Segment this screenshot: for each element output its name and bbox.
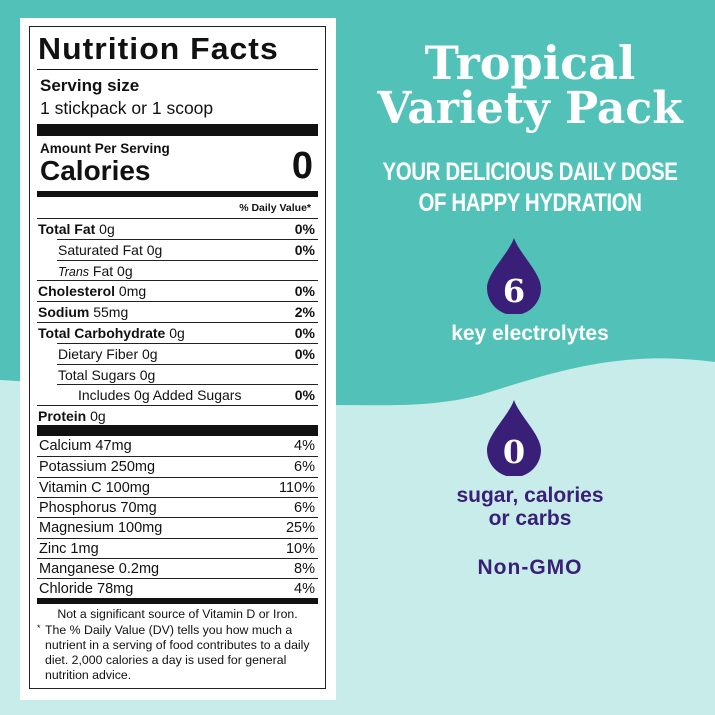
vitamin-name: Zinc 1mg	[39, 540, 99, 557]
vitamin-daily-value: 8%	[294, 560, 315, 577]
nutrient-amount: 0mg	[115, 283, 147, 300]
nutrient-name: Sodium 55mg	[38, 302, 128, 322]
nutrient-name: Protein 0g	[38, 406, 106, 426]
nutrient-row: Total Carbohydrate 0g 0%	[37, 322, 318, 343]
nutrient-row: Trans Fat 0g	[57, 259, 318, 282]
nutrient-daily-value: 0%	[294, 345, 315, 362]
nutrient-row: Includes 0g Added Sugars 0%	[57, 384, 318, 405]
serving-size-label: Serving size	[40, 76, 140, 95]
vitamin-row: Calcium 47mg 4%	[37, 436, 318, 457]
tagline-line1: YOUR DELICIOUS DAILY DOSE	[382, 158, 678, 186]
footnote-star: *	[37, 623, 41, 633]
nutrient-name: Includes 0g Added Sugars	[78, 385, 241, 405]
nutrient-name: Trans Fat 0g	[58, 261, 133, 282]
tagline-line2: OF HAPPY HYDRATION	[418, 189, 642, 217]
drop1-text: key electrolytes	[451, 322, 609, 345]
promo-title-line2: Variety Pack	[377, 83, 683, 134]
nutrient-name: Dietary Fiber 0g	[58, 344, 158, 364]
nutrition-facts-label: Nutrition Facts Serving size 1 stickpack…	[29, 26, 326, 689]
vitamin-daily-value: 25%	[285, 520, 315, 537]
droplet-icon	[487, 238, 541, 314]
nutrient-daily-value: 0%	[294, 241, 315, 258]
nutrient-daily-value: 2%	[294, 304, 315, 321]
nutrient-row: Dietary Fiber 0g 0%	[57, 342, 318, 364]
vitamin-name: Magnesium 100mg	[39, 520, 163, 537]
vitamin-daily-value: 10%	[285, 540, 315, 557]
nutrient-row: Saturated Fat 0g 0%	[57, 238, 318, 260]
nutrient-amount: 0g	[86, 408, 106, 425]
vitamin-row: Zinc 1mg 10%	[37, 537, 318, 559]
nutrient-label: Saturated Fat 0g	[58, 241, 163, 258]
vitamin-name: Manganese 0.2mg	[39, 560, 160, 577]
footnote-not-significant: Not a significant source of Vitamin D or…	[57, 607, 298, 621]
nutrient-row: Protein 0g	[37, 405, 318, 426]
vitamin-row: Chloride 78mg 4%	[37, 578, 318, 599]
serving-size-value: 1 stickpack or 1 scoop	[40, 98, 214, 118]
nutrient-amount: 0g	[165, 325, 185, 341]
daily-value-header: % Daily Value*	[239, 202, 311, 214]
promo-title-line1: Tropical	[424, 36, 636, 90]
nutrient-name: Cholesterol 0mg	[38, 281, 146, 301]
vitamin-name: Phosphorus 70mg	[39, 499, 157, 516]
vitamin-name: Calcium 47mg	[39, 438, 132, 454]
vitamin-daily-value: 110%	[278, 479, 315, 496]
nutrient-label: Sodium	[38, 304, 90, 321]
footnote-daily-value: The % Daily Value (DV) tells you how muc…	[45, 623, 310, 682]
nutrient-amount: 55mg	[89, 304, 129, 321]
vitamin-row: Magnesium 100mg 25%	[37, 517, 318, 538]
nutrient-label: Total Sugars 0g	[58, 366, 156, 383]
nutrient-row: Sodium 55mg 2%	[37, 301, 318, 322]
vitamin-row: Potassium 250mg 6%	[37, 456, 318, 477]
vitamin-daily-value: 4%	[294, 438, 315, 454]
nutrient-name: Saturated Fat 0g	[58, 240, 162, 260]
nutrient-label: Trans	[58, 264, 90, 279]
nutrient-name: Total Sugars 0g	[58, 365, 155, 385]
vitamin-row: Phosphorus 70mg 6%	[37, 496, 318, 518]
nutrient-row: Total Sugars 0g	[57, 363, 318, 385]
vitamin-daily-value: 6%	[294, 499, 315, 516]
nutrient-name: Total Carbohydrate 0g	[38, 323, 185, 343]
nutrient-label: Includes 0g Added Sugars	[78, 387, 242, 404]
nutrient-amount: Fat 0g	[89, 262, 133, 279]
label-title: Nutrition Facts	[38, 31, 279, 66]
droplet-icon	[487, 400, 541, 476]
nutrient-daily-value: 0%	[294, 387, 315, 404]
nutrient-row: Cholesterol 0mg 0%	[37, 280, 318, 301]
vitamin-daily-value: 4%	[294, 581, 315, 598]
nutrient-label: Total Carbohydrate	[38, 325, 166, 341]
nutrient-daily-value: 0%	[294, 283, 315, 300]
vitamin-daily-value: 6%	[294, 459, 315, 476]
calories-label: Calories	[40, 155, 151, 186]
nutrient-name: Total Fat 0g	[38, 219, 115, 239]
nutrient-daily-value: 0%	[294, 325, 315, 341]
vitamin-row: Manganese 0.2mg 8%	[37, 557, 318, 579]
nutrient-label: Dietary Fiber 0g	[58, 345, 158, 362]
calories-value: 0	[291, 145, 313, 187]
vitamin-row: Vitamin C 100mg 110%	[37, 476, 318, 498]
vitamin-name: Chloride 78mg	[39, 581, 134, 598]
nutrient-amount: 0g	[95, 221, 115, 237]
amount-per-serving: Amount Per Serving	[40, 141, 170, 156]
nutrient-label: Cholesterol	[38, 283, 116, 300]
drop2-number: 0	[502, 433, 526, 471]
nutrient-label: Protein	[38, 408, 87, 425]
non-gmo: Non-GMO	[477, 556, 583, 579]
vitamin-name: Vitamin C 100mg	[39, 479, 150, 496]
drop1-number: 6	[502, 272, 526, 310]
nutrient-label: Total Fat	[38, 221, 96, 237]
drop2-text-line1: sugar, calories	[456, 484, 604, 507]
nutrient-daily-value: 0%	[294, 221, 315, 237]
drop2-text-line2: or carbs	[488, 507, 572, 530]
nutrient-row: Total Fat 0g 0%	[37, 218, 318, 239]
vitamin-name: Potassium 250mg	[39, 459, 156, 476]
